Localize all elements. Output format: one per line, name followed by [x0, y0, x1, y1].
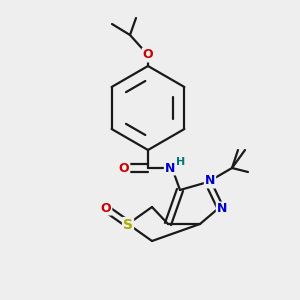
Text: N: N: [217, 202, 227, 215]
Text: S: S: [123, 218, 133, 232]
Text: H: H: [176, 157, 186, 167]
Text: O: O: [101, 202, 111, 214]
Text: N: N: [165, 161, 175, 175]
Text: N: N: [205, 175, 215, 188]
Text: O: O: [143, 49, 153, 62]
Text: O: O: [119, 161, 129, 175]
